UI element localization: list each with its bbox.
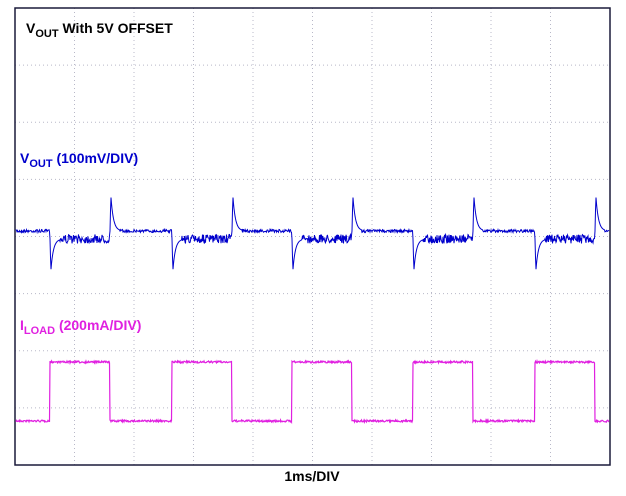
trace-label-sub: LOAD	[24, 325, 55, 337]
plot-frame	[14, 7, 611, 466]
title-sub: OUT	[35, 28, 59, 40]
trace-label: VOUT (100mV/DIV)	[20, 150, 138, 170]
iload-trace	[15, 358, 610, 425]
vout-trace	[15, 197, 610, 270]
trace-label: ILOAD (200mA/DIV)	[20, 317, 141, 337]
title-rest: With 5V OFFSET	[59, 20, 174, 36]
trace-label-rest: (200mA/DIV)	[55, 317, 141, 333]
title: VOUT With 5V OFFSET	[26, 20, 173, 40]
x-axis-label: 1ms/DIV	[284, 468, 340, 484]
trace-label-rest: (100mV/DIV)	[53, 150, 139, 166]
trace-label-main: I	[20, 317, 24, 333]
trace-label-sub: OUT	[29, 158, 53, 170]
title-main: V	[26, 20, 36, 36]
trace-label-main: V	[20, 150, 30, 166]
